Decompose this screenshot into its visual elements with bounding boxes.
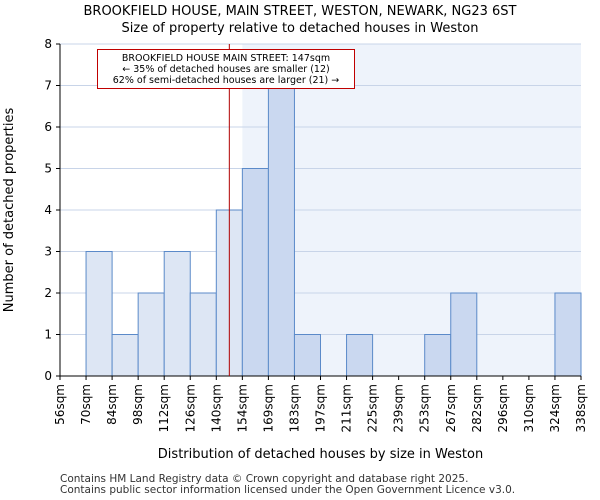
annotation-line-2: ← 35% of detached houses are smaller (12…: [122, 64, 330, 75]
x-tick-label-98sqm: 98sqm: [131, 384, 145, 425]
chart-subtitle: Size of property relative to detached ho…: [121, 21, 479, 36]
y-axis-title: Number of detached properties: [2, 108, 17, 313]
bar-183sqm: [293, 334, 322, 377]
bar-211sqm: [346, 334, 374, 377]
x-tick-label-70sqm: 70sqm: [79, 384, 93, 425]
x-tick-label-126sqm: 126sqm: [183, 384, 197, 432]
y-tick-label-8: 8: [44, 37, 52, 51]
y-tick-label-1: 1: [44, 328, 52, 342]
chart-title: BROOKFIELD HOUSE, MAIN STREET, WESTON, N…: [83, 4, 517, 19]
property-annotation: BROOKFIELD HOUSE MAIN STREET: 147sqm ← 3…: [97, 49, 355, 89]
bar-70sqm: [85, 251, 113, 377]
bar-98sqm: [137, 292, 165, 377]
x-tick-label-324sqm: 324sqm: [548, 384, 562, 432]
footer-line-2: Contains public sector information licen…: [60, 484, 516, 496]
annotation-line-3: 62% of semi-detached houses are larger (…: [112, 75, 340, 86]
x-tick-label-310sqm: 310sqm: [522, 384, 536, 432]
bar-154sqm: [241, 168, 269, 377]
x-tick-label-112sqm: 112sqm: [157, 384, 171, 432]
x-tick-label-56sqm: 56sqm: [53, 384, 67, 425]
bar-169sqm: [267, 85, 295, 377]
x-tick-label-183sqm: 183sqm: [287, 384, 301, 432]
x-tick-label-253sqm: 253sqm: [418, 384, 432, 432]
y-tick-label-5: 5: [44, 162, 52, 176]
x-tick-label-84sqm: 84sqm: [105, 384, 119, 425]
x-tick-label-296sqm: 296sqm: [496, 384, 510, 432]
bar-324sqm: [554, 292, 582, 377]
x-tick-label-239sqm: 239sqm: [392, 384, 406, 432]
x-tick-label-197sqm: 197sqm: [314, 384, 328, 432]
footer-line-1: Contains HM Land Registry data © Crown c…: [60, 473, 469, 485]
x-tick-label-338sqm: 338sqm: [574, 384, 588, 432]
bar-112sqm: [163, 251, 191, 377]
y-tick-label-7: 7: [44, 79, 52, 93]
x-tick-label-140sqm: 140sqm: [209, 384, 223, 432]
annotation-line-1: BROOKFIELD HOUSE MAIN STREET: 147sqm: [121, 53, 331, 64]
x-tick-label-267sqm: 267sqm: [444, 384, 458, 432]
x-tick-label-225sqm: 225sqm: [366, 384, 380, 432]
y-tick-label-4: 4: [44, 203, 52, 217]
y-tick-label-2: 2: [44, 286, 52, 300]
bar-267sqm: [450, 292, 478, 377]
bar-126sqm: [189, 292, 217, 377]
bar-84sqm: [111, 334, 139, 377]
x-tick-label-154sqm: 154sqm: [235, 384, 249, 432]
y-tick-label-6: 6: [44, 120, 52, 134]
x-axis-title: Distribution of detached houses by size …: [158, 447, 483, 462]
y-tick-label-0: 0: [44, 369, 52, 383]
bar-253sqm: [424, 334, 452, 377]
x-tick-label-211sqm: 211sqm: [340, 384, 354, 432]
x-tick-label-169sqm: 169sqm: [261, 384, 275, 432]
y-tick-label-3: 3: [44, 245, 52, 259]
x-tick-label-282sqm: 282sqm: [470, 384, 484, 432]
